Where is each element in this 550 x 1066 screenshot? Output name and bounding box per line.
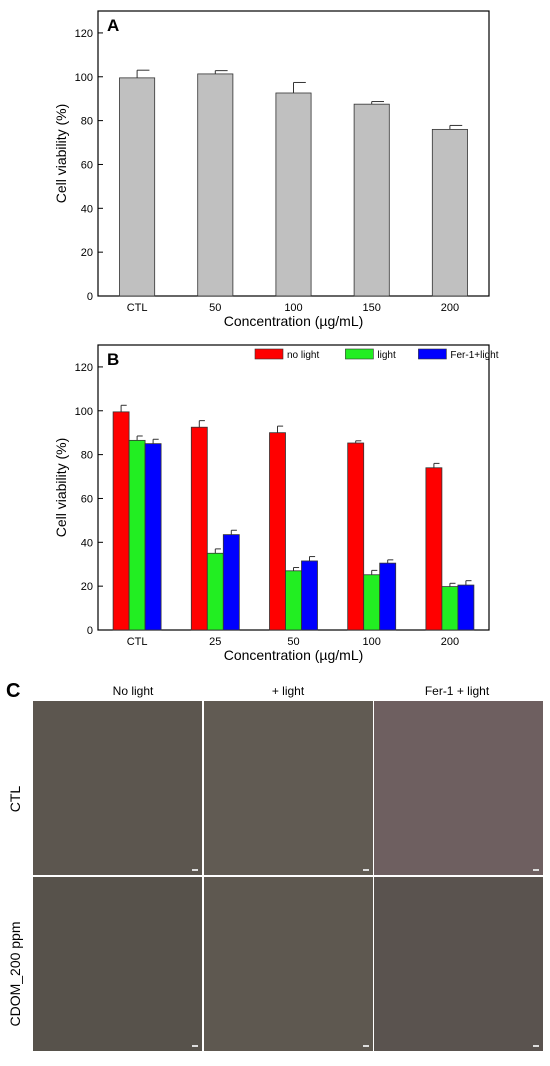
row-title-ctl: CTL [7, 785, 23, 813]
x-tick-label: 25 [209, 636, 221, 648]
scale-bar [363, 869, 369, 871]
y-tick-label: 120 [75, 362, 93, 374]
column-title-fer1-light: Fer-1 + light [424, 684, 490, 698]
legend-label: no light [287, 350, 319, 361]
x-axis-label: Concentration (µg/mL) [224, 313, 364, 329]
x-axis-label: Concentration (µg/mL) [224, 647, 364, 663]
bar-light [206, 552, 224, 631]
bar [353, 103, 390, 297]
x-tick-label: CTL [127, 636, 148, 648]
bar-light [285, 570, 302, 631]
x-tick-label: 50 [209, 302, 221, 314]
micrograph-ctl-fer1-light [374, 701, 543, 875]
y-tick-label: 60 [81, 493, 93, 505]
y-tick-label: 40 [81, 537, 93, 549]
y-tick-label: 120 [75, 28, 93, 40]
chart-b: 0 20 40 60 80 100 120 CTL 25 50 100 200 Concentratio… [53, 344, 499, 663]
x-tick-label: 150 [363, 302, 381, 314]
bar-fer-1-light [222, 534, 240, 631]
y-axis-label: Cell viability (%) [53, 104, 69, 204]
legend-swatch [254, 348, 284, 360]
y-tick-label: 0 [87, 291, 93, 303]
bar-no-light [112, 411, 130, 631]
x-tick-label: 100 [363, 636, 381, 648]
x-tick-label: 100 [284, 302, 302, 314]
bar-light [363, 574, 381, 631]
bar-fer-1-light [457, 584, 475, 631]
bar-fer-1-light [379, 562, 397, 631]
scale-bar [192, 869, 198, 871]
micrograph-cdom-light [204, 877, 373, 1051]
y-tick-label: 20 [81, 581, 93, 593]
y-tick-label: 80 [81, 450, 93, 462]
y-tick-label: 0 [87, 625, 93, 637]
legend-label: light [377, 350, 396, 361]
y-tick-label: 60 [81, 159, 93, 171]
micrograph-ctl-no-light [33, 701, 202, 875]
y-tick-label: 100 [75, 406, 93, 418]
panel-label: A [107, 16, 119, 35]
micrograph-grid [33, 701, 543, 1051]
scale-bar [533, 869, 539, 871]
micrograph-cdom-fer1-light [374, 877, 543, 1051]
legend-swatch [418, 348, 447, 360]
bar-no-light [190, 426, 208, 631]
scale-bar [363, 1045, 369, 1047]
x-tick-label: 200 [441, 636, 459, 648]
bar-no-light [269, 432, 286, 631]
x-tick-label: 200 [441, 302, 459, 314]
column-title-light: + light [271, 684, 305, 698]
bar-fer-1-light [144, 443, 162, 631]
chart-a: 0 20 40 60 80 100 120 CTL 50 100 150 200 Concentrati… [53, 10, 490, 329]
y-tick-label: 20 [81, 247, 93, 259]
panel-label: B [107, 350, 119, 369]
scale-bar [192, 1045, 198, 1047]
bar-fer-1-light [301, 560, 318, 631]
y-tick-label: 100 [75, 72, 93, 84]
bar-no-light [425, 467, 443, 631]
panel-c: C No light + light Fer-1 + light CTL CDO… [0, 676, 550, 1066]
legend-swatch [345, 348, 374, 360]
scale-bar [533, 1045, 539, 1047]
bar [431, 128, 468, 297]
x-tick-label: 50 [287, 636, 299, 648]
bar [197, 73, 234, 297]
bar-light [128, 439, 146, 631]
x-tick-label: CTL [127, 302, 148, 314]
bar [275, 92, 312, 297]
bar-light [441, 586, 459, 631]
bar-no-light [347, 442, 365, 631]
y-axis-label: Cell viability (%) [53, 438, 69, 538]
micrograph-cdom-no-light [33, 877, 202, 1051]
micrograph-ctl-light [204, 701, 373, 875]
row-title-cdom: CDOM_200 ppm [7, 921, 23, 1027]
column-title-no-light: No light [112, 684, 154, 698]
bar [119, 77, 156, 297]
y-tick-label: 80 [81, 116, 93, 128]
panel-c-label: C [6, 680, 21, 702]
legend-label: Fer-1+light [450, 350, 498, 361]
y-tick-label: 40 [81, 203, 93, 215]
